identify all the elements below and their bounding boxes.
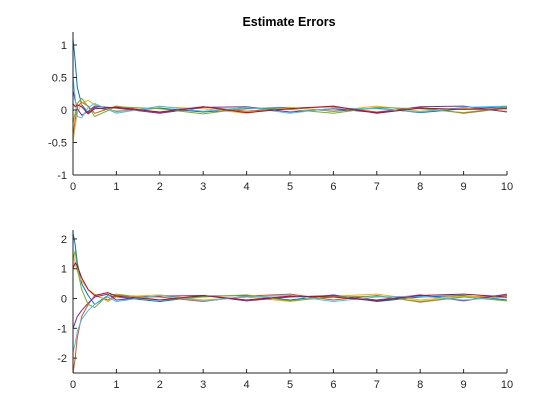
y-tick-label: -0.5 xyxy=(48,138,67,150)
x-tick-label: 9 xyxy=(461,181,467,193)
y-tick-label: -1 xyxy=(57,170,67,182)
x-tick-label: 6 xyxy=(330,379,336,391)
plot-top-traces xyxy=(72,38,508,143)
x-tick-label: 4 xyxy=(244,181,250,193)
series-line-bottom-6 xyxy=(72,295,508,353)
y-tick-label: 0 xyxy=(61,105,67,117)
x-tick-label: 10 xyxy=(501,181,513,193)
y-tick-label: 0 xyxy=(61,294,67,306)
x-tick-label: 1 xyxy=(113,181,119,193)
x-tick-label: 9 xyxy=(461,379,467,391)
series-line-top-5 xyxy=(72,97,508,124)
plot-top-axes: 0 1 2 3 4 5 6 7 8 9 10 -1 -0.5 0 0.5 1 xyxy=(48,32,513,193)
plot-bottom-axes: 0 1 2 3 4 5 6 7 8 9 10 -2 -1 0 1 2 xyxy=(57,230,513,391)
x-tick-label: 5 xyxy=(287,379,293,391)
subplot-top: Estimate Errors 0 1 2 3 4 5 6 7 8 9 10 -1 -0.5 0 0.5 1 xyxy=(48,15,513,193)
y-tick-label: 0.5 xyxy=(52,73,67,85)
x-tick-label: 1 xyxy=(113,379,119,391)
x-tick-label: 8 xyxy=(417,379,423,391)
x-tick-label: 7 xyxy=(374,379,380,391)
x-tick-label: 0 xyxy=(70,379,76,391)
x-tick-label: 3 xyxy=(200,181,206,193)
x-tick-label: 6 xyxy=(330,181,336,193)
x-tick-label: 2 xyxy=(157,181,163,193)
series-line-top-4 xyxy=(72,90,508,116)
y-tick-label: -2 xyxy=(57,353,67,365)
x-tick-label: 10 xyxy=(501,379,513,391)
y-tick-label: 1 xyxy=(61,264,67,276)
series-line-bottom-7 xyxy=(72,262,508,302)
x-tick-label: 2 xyxy=(157,379,163,391)
x-tick-label: 3 xyxy=(200,379,206,391)
chart-title: Estimate Errors xyxy=(242,15,335,29)
x-tick-label: 7 xyxy=(374,181,380,193)
x-tick-label: 5 xyxy=(287,181,293,193)
subplot-bottom: 0 1 2 3 4 5 6 7 8 9 10 -2 -1 0 1 2 xyxy=(57,230,513,391)
y-tick-label: 1 xyxy=(61,40,67,52)
x-tick-label: 0 xyxy=(70,181,76,193)
series-line-top-3 xyxy=(72,99,508,143)
y-tick-label: 2 xyxy=(61,234,67,246)
x-tick-label: 4 xyxy=(244,379,250,391)
plot-bottom-traces xyxy=(72,232,508,374)
series-line-top-7 xyxy=(72,103,508,115)
x-tick-label: 8 xyxy=(417,181,423,193)
y-tick-label: -1 xyxy=(57,323,67,335)
series-line-bottom-3 xyxy=(72,253,508,302)
